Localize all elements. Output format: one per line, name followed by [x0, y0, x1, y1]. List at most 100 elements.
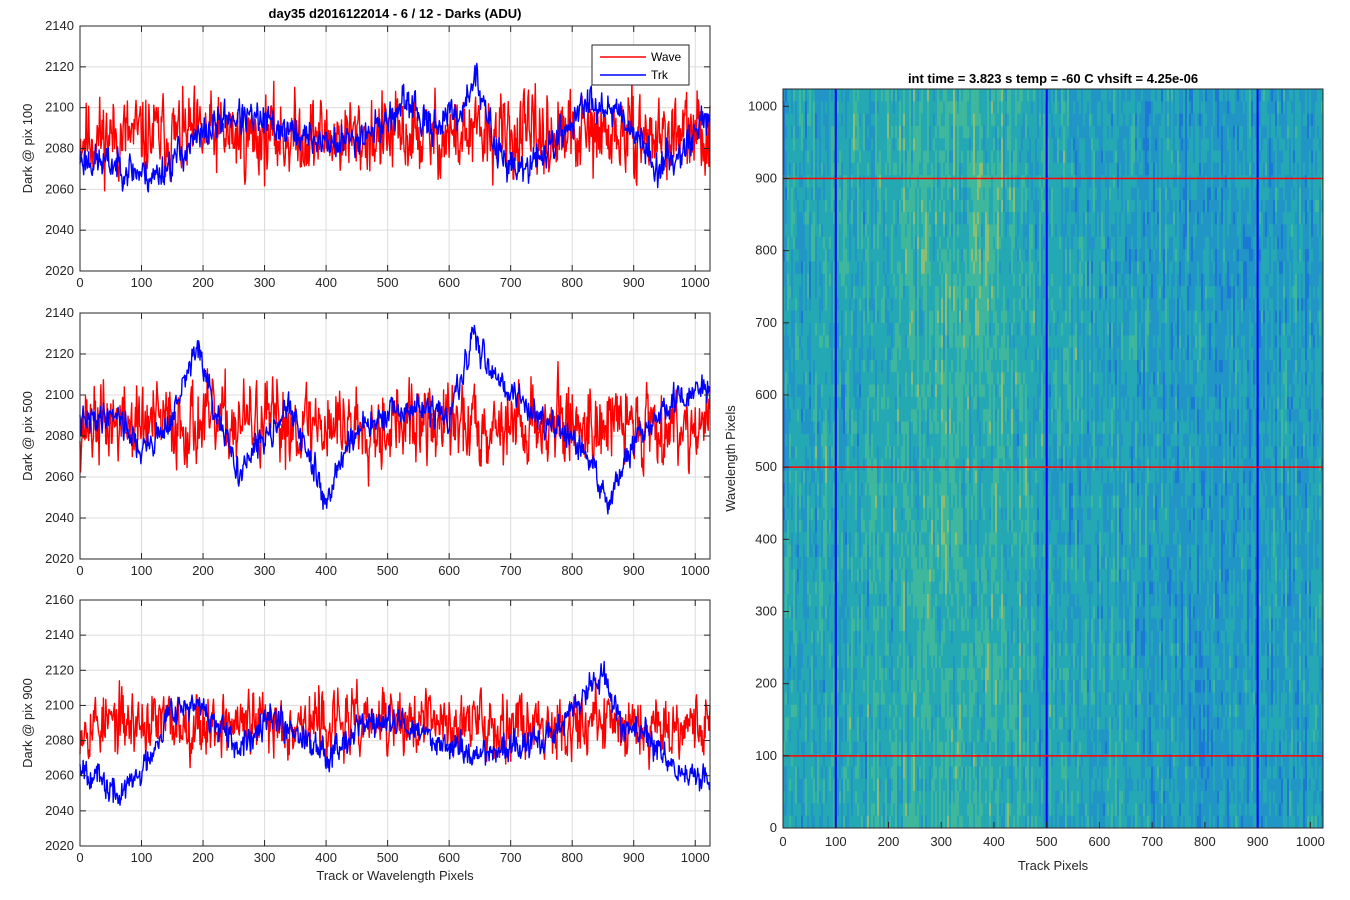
heatmap-cell — [903, 655, 906, 669]
heatmap-cell — [863, 507, 866, 521]
heatmap-cell — [809, 470, 812, 484]
heatmap-cell — [887, 433, 890, 447]
heatmap-cell — [891, 717, 894, 730]
heatmap-cell — [827, 199, 830, 213]
heatmap-cell — [831, 520, 834, 533]
heatmap-cell — [887, 347, 890, 361]
heatmap-cell — [915, 335, 918, 348]
heatmap-cell — [803, 815, 806, 829]
heatmap-cell — [929, 101, 932, 114]
heatmap-cell — [829, 581, 832, 595]
heatmap-cell — [935, 359, 938, 373]
heatmap-cell — [833, 557, 836, 570]
heatmap-cell — [891, 101, 894, 114]
heatmap-cell — [853, 433, 856, 447]
heatmap-cell — [877, 89, 880, 102]
heatmap-cell — [901, 470, 904, 484]
heatmap-cell — [861, 593, 864, 607]
heatmap-cell — [825, 113, 828, 127]
heatmap-cell — [829, 113, 832, 127]
heatmap-cell — [813, 101, 816, 114]
heatmap-cell — [817, 458, 820, 472]
heatmap-cell — [843, 372, 846, 385]
heatmap-cell — [797, 630, 800, 644]
heatmap-cell — [897, 113, 900, 127]
heatmap-cell — [809, 175, 812, 188]
heatmap-cell — [899, 347, 902, 361]
heatmap-cell — [937, 396, 940, 410]
heatmap-cell — [837, 433, 840, 447]
heatmap-cell — [789, 520, 792, 533]
heatmap-cell — [845, 544, 848, 558]
heatmap-cell — [929, 791, 932, 804]
heatmap-cell — [871, 458, 874, 472]
heatmap-cell — [783, 655, 786, 669]
heatmap-cell — [923, 581, 926, 595]
heatmap-cell — [855, 138, 858, 151]
heatmap-cell — [837, 138, 840, 151]
heatmap-cell — [881, 249, 884, 262]
heatmap-cell — [841, 409, 844, 422]
heatmap-cell — [901, 606, 904, 619]
heatmap-cell — [815, 433, 818, 447]
heatmap-cell — [813, 667, 816, 681]
heatmap-cell — [893, 224, 896, 238]
heatmap-cell — [833, 199, 836, 213]
heatmap-cell — [859, 249, 862, 262]
heatmap-cell — [795, 470, 798, 484]
heatmap-cell — [821, 101, 824, 114]
heatmap-cell — [931, 704, 934, 718]
heatmap-cell — [899, 101, 902, 114]
heatmap-cell — [909, 630, 912, 644]
heatmap-cell — [861, 520, 864, 533]
y-tick-label: 2080 — [45, 428, 74, 443]
heatmap-cell — [871, 754, 874, 767]
heatmap-cell — [819, 101, 822, 114]
heatmap-cell — [859, 470, 862, 484]
heatmap-cell — [881, 667, 884, 681]
heatmap-cell — [897, 224, 900, 238]
heatmap-cell — [911, 606, 914, 619]
heatmap-cell — [929, 618, 932, 632]
heatmap-cell — [917, 310, 920, 324]
heatmap-cell — [905, 446, 908, 459]
heatmap-cell — [895, 384, 898, 398]
heatmap-cell — [905, 175, 908, 188]
heatmap-cell — [893, 421, 896, 435]
heatmap-cell — [855, 630, 858, 644]
heatmap-cell — [931, 618, 934, 632]
heatmap-cell — [921, 754, 924, 767]
heatmap-cell — [843, 446, 846, 459]
heatmap-cell — [797, 495, 800, 509]
heatmap-cell — [809, 138, 812, 151]
heatmap-cell — [919, 199, 922, 213]
heatmap-cell — [801, 470, 804, 484]
heatmap-cell — [817, 655, 820, 669]
heatmap-cell — [923, 236, 926, 250]
heatmap-cell — [791, 593, 794, 607]
heatmap-cell — [847, 569, 850, 582]
heatmap-cell — [935, 754, 938, 767]
heatmap-cell — [837, 754, 840, 767]
heatmap-cell — [863, 113, 866, 127]
heatmap-cell — [923, 273, 926, 287]
heatmap-cell — [901, 125, 904, 139]
heatmap-cell — [917, 557, 920, 570]
heatmap-cell — [925, 544, 928, 558]
heatmap-cell — [809, 409, 812, 422]
heatmap-cell — [843, 310, 846, 324]
heatmap-cell — [907, 630, 910, 644]
heatmap-cell — [871, 187, 874, 201]
heatmap-cell — [855, 803, 858, 816]
heatmap-cell — [881, 754, 884, 767]
heatmap-cell — [799, 421, 802, 435]
heatmap-cell — [879, 347, 882, 361]
heatmap-cell — [831, 655, 834, 669]
heatmap-cell — [879, 187, 882, 201]
heatmap-cell — [919, 630, 922, 644]
heatmap-cell — [849, 113, 852, 127]
heatmap-cell — [817, 815, 820, 829]
heatmap-cell — [843, 224, 846, 238]
heatmap-cell — [789, 680, 792, 693]
heatmap-cell — [797, 212, 800, 225]
